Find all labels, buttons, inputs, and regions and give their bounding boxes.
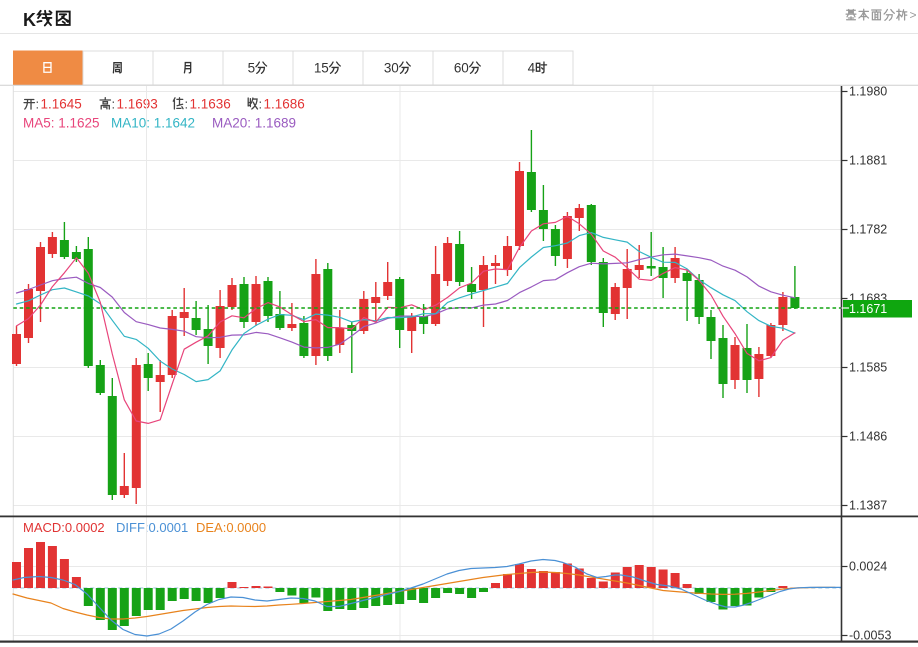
svg-text:1.1686: 1.1686: [264, 97, 305, 112]
svg-text:-0.0053: -0.0053: [849, 629, 891, 643]
svg-text:K: K: [23, 10, 36, 30]
svg-text:3: 3: [384, 61, 392, 76]
svg-text:5: 5: [248, 61, 256, 76]
svg-text:1.1645: 1.1645: [41, 97, 82, 112]
svg-text:MA10: 1.1642: MA10: 1.1642: [111, 116, 195, 131]
svg-text:5: 5: [321, 61, 329, 76]
svg-text:1.1585: 1.1585: [849, 361, 887, 375]
svg-text:0: 0: [461, 61, 469, 76]
svg-text:1.1980: 1.1980: [849, 85, 887, 99]
svg-text:1: 1: [314, 61, 322, 76]
svg-text::: :: [259, 97, 263, 112]
svg-text:MACD:0.0002: MACD:0.0002: [23, 520, 105, 535]
svg-text:MA5: 1.1625: MA5: 1.1625: [23, 116, 100, 131]
svg-text:4: 4: [528, 61, 536, 76]
svg-text:1.1636: 1.1636: [190, 97, 231, 112]
svg-text:0.0024: 0.0024: [849, 560, 887, 574]
svg-text:DIFF:0.0001: DIFF:0.0001: [116, 520, 188, 535]
svg-text:1.1387: 1.1387: [849, 499, 887, 513]
svg-text:1.1693: 1.1693: [117, 97, 158, 112]
svg-text:MA20: 1.1689: MA20: 1.1689: [212, 116, 296, 131]
svg-text:1.1782: 1.1782: [849, 223, 887, 237]
svg-text::: :: [112, 97, 116, 112]
svg-text:1.1486: 1.1486: [849, 430, 887, 444]
svg-text::: :: [185, 97, 189, 112]
svg-text:0: 0: [391, 61, 399, 76]
svg-text:DEA:0.0000: DEA:0.0000: [196, 520, 266, 535]
svg-text:6: 6: [454, 61, 462, 76]
svg-text:1.1671: 1.1671: [849, 302, 887, 316]
svg-text:1.1881: 1.1881: [849, 154, 887, 168]
svg-text:>: >: [910, 8, 917, 22]
svg-text::: :: [36, 97, 40, 112]
